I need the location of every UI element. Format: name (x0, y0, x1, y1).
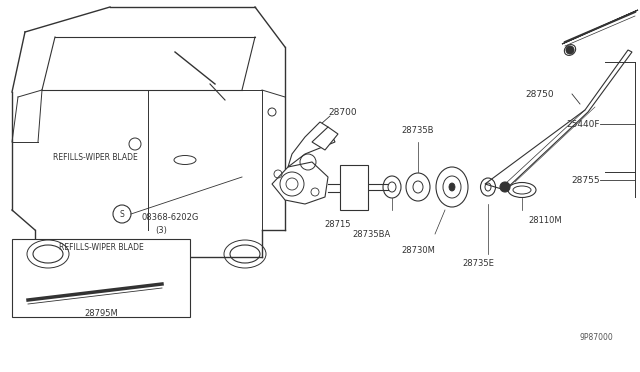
Text: 25440F: 25440F (566, 119, 600, 128)
Text: (3): (3) (155, 225, 167, 234)
Text: 28735E: 28735E (462, 260, 494, 269)
Text: 28700: 28700 (328, 108, 356, 116)
Text: 28750: 28750 (525, 90, 554, 99)
Text: REFILLS-WIPER BLADE: REFILLS-WIPER BLADE (52, 153, 138, 161)
Ellipse shape (449, 183, 455, 191)
Bar (340, 165, 368, 210)
Polygon shape (312, 127, 338, 150)
Text: 28730M: 28730M (401, 246, 435, 254)
Polygon shape (272, 162, 328, 204)
Circle shape (566, 46, 574, 54)
Text: S: S (120, 209, 124, 218)
Text: 28735BA: 28735BA (353, 230, 391, 238)
Circle shape (500, 182, 510, 192)
Text: 28715: 28715 (324, 219, 351, 228)
Text: 28795M: 28795M (84, 310, 118, 318)
Polygon shape (485, 50, 632, 190)
Text: 28110M: 28110M (528, 215, 562, 224)
Polygon shape (288, 122, 335, 167)
Polygon shape (562, 10, 638, 44)
Text: 9P87000: 9P87000 (580, 333, 614, 341)
Text: 28735B: 28735B (402, 125, 435, 135)
Text: REFILLS-WIPER BLADE: REFILLS-WIPER BLADE (59, 243, 143, 251)
Text: 28755: 28755 (572, 176, 600, 185)
Bar (12, 239, 190, 317)
Text: 08368-6202G: 08368-6202G (142, 212, 200, 221)
